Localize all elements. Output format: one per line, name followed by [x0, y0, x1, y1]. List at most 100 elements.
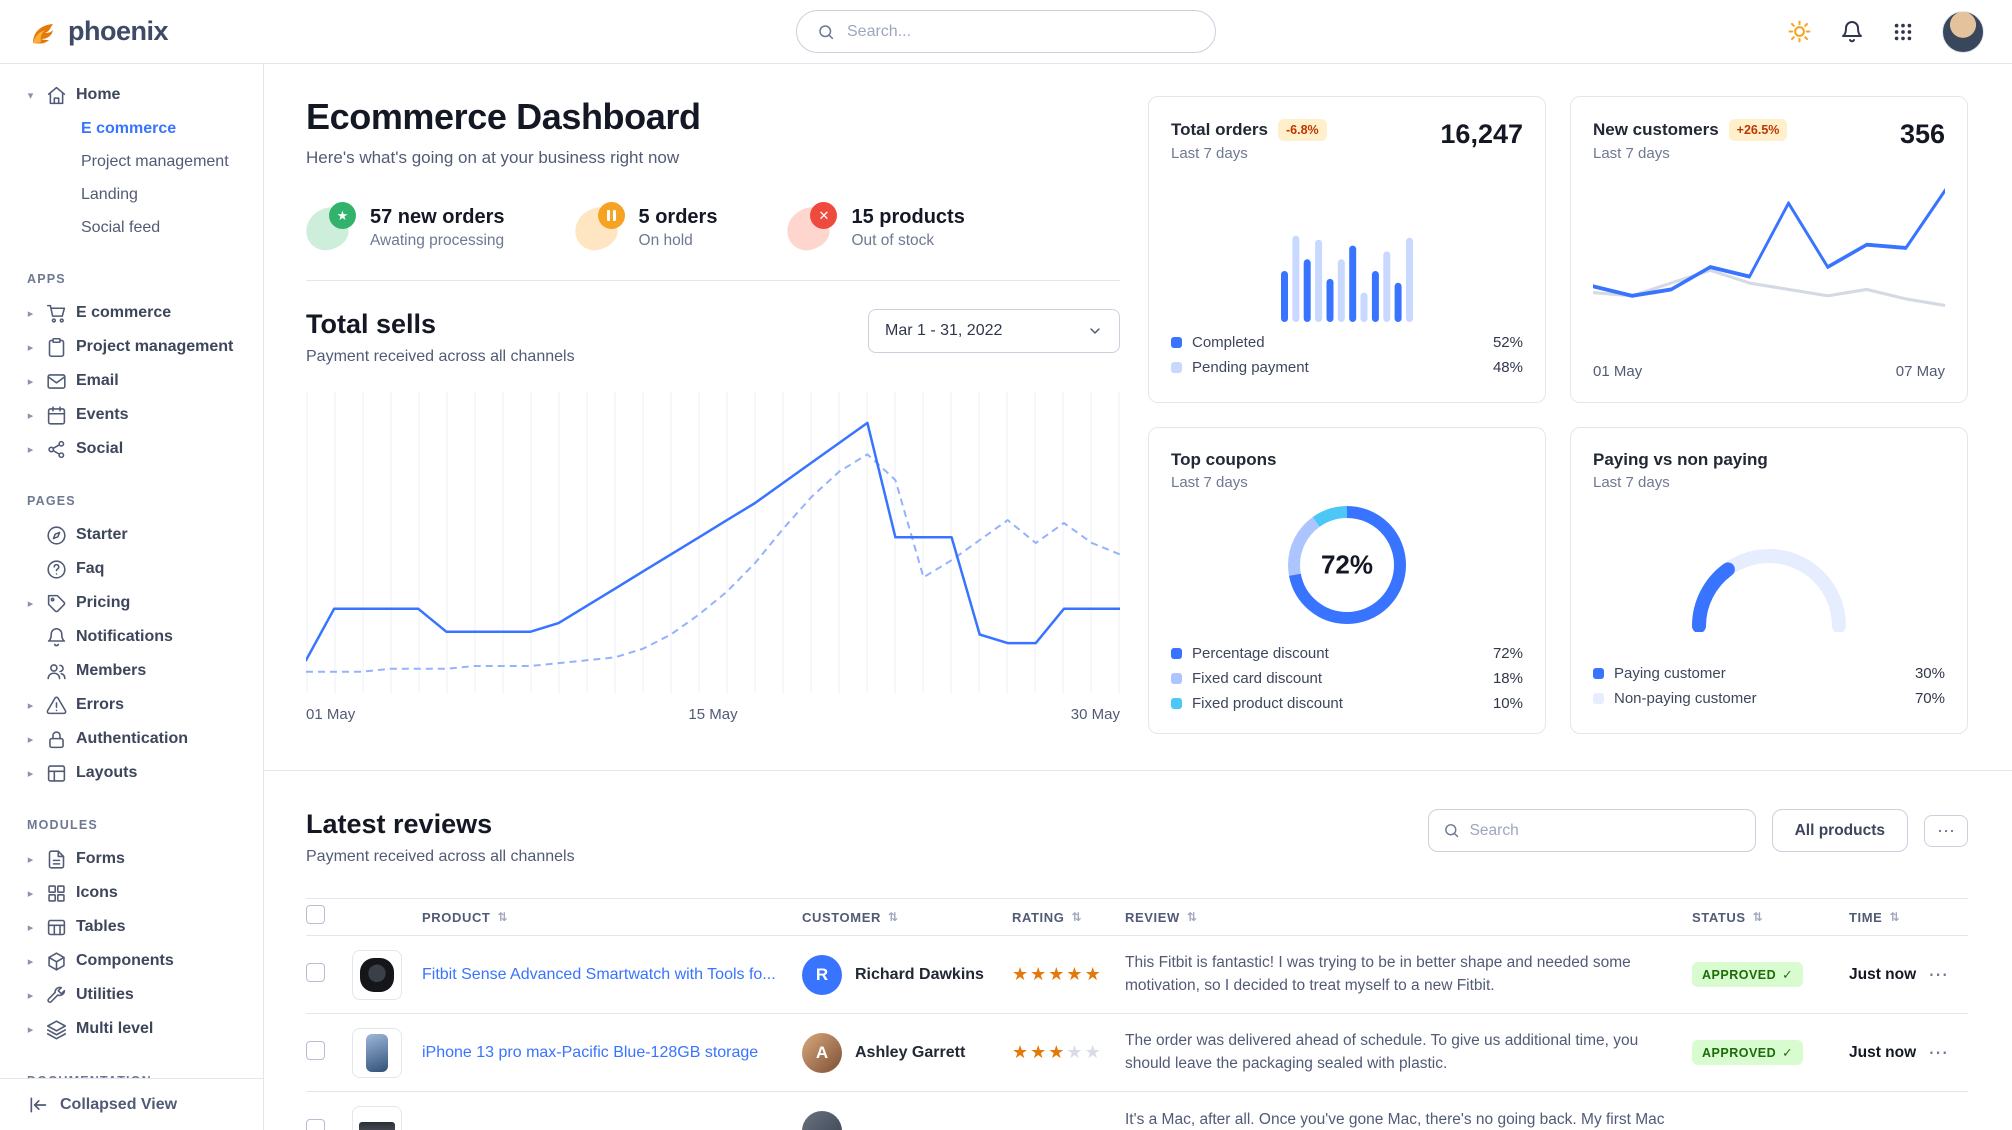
legend-value: 52% — [1492, 334, 1523, 351]
notifications-button[interactable] — [1840, 20, 1864, 44]
legend-item: Percentage discount 72% — [1171, 641, 1523, 666]
sidebar-item-label: Multi level — [76, 1020, 154, 1037]
all-products-button[interactable]: All products — [1771, 809, 1908, 852]
layout-icon — [47, 764, 66, 782]
product-link[interactable]: Fitbit Sense Advanced Smartwatch with To… — [422, 965, 776, 983]
product-image — [352, 1106, 402, 1130]
stat-caption: Awating processing — [370, 232, 505, 249]
row-menu-button[interactable]: ⋯ — [1928, 964, 1948, 986]
mail-icon — [47, 373, 66, 389]
sidebar-item-email[interactable]: ▸ Email — [0, 364, 263, 398]
sidebar-item-layouts[interactable]: ▸ Layouts — [0, 756, 263, 790]
sidebar-item-project-management[interactable]: ▸ Project management — [0, 330, 263, 364]
caret-icon: ▸ — [27, 409, 34, 422]
sidebar-item-faq[interactable]: Faq — [0, 552, 263, 586]
sun-icon — [1788, 20, 1811, 43]
sidebar-item-home[interactable]: ▾ Home — [0, 78, 263, 112]
sidebar-item-label: Tables — [76, 918, 126, 935]
reviews-search[interactable] — [1427, 809, 1756, 852]
more-options-button[interactable]: ⋯ — [1924, 814, 1968, 847]
sidebar-item-pricing[interactable]: ▸ Pricing — [0, 586, 263, 620]
sidebar-item-forms[interactable]: ▸ Forms — [0, 842, 263, 876]
trend-badge: +26.5% — [1728, 119, 1788, 141]
table-icon — [47, 919, 66, 935]
star-icon: ★ — [302, 202, 356, 254]
sort-icon: ⇅ — [887, 910, 899, 924]
sidebar-item-multi-level[interactable]: ▸ Multi level — [0, 1012, 263, 1046]
main-content: Ecommerce Dashboard Here's what's going … — [264, 64, 2012, 1130]
product-image — [352, 949, 402, 1000]
x-label: 15 May — [688, 706, 738, 723]
table-row: Fitbit Sense Advanced Smartwatch with To… — [306, 936, 1968, 1014]
sidebar-item-errors[interactable]: ▸ Errors — [0, 688, 263, 722]
column-header-customer[interactable]: CUSTOMER ⇅ — [802, 909, 899, 925]
theme-toggle-button[interactable] — [1787, 19, 1812, 44]
brand[interactable]: phoenix — [28, 16, 169, 47]
legend-item: Paying customer 30% — [1593, 661, 1945, 686]
dashboard-top: Ecommerce Dashboard Here's what's going … — [264, 64, 2012, 770]
app-launcher-button[interactable] — [1892, 21, 1914, 43]
column-header-rating[interactable]: RATING ⇅ — [1012, 909, 1083, 925]
grid-icon — [1894, 23, 1912, 40]
reviews-controls: All products ⋯ — [1427, 809, 1968, 852]
customer-name: Richard Dawkins — [855, 965, 984, 983]
sidebar-item-label: Events — [76, 406, 129, 423]
gauge-chart — [1692, 549, 1846, 632]
user-avatar[interactable] — [1942, 10, 1984, 53]
sidebar-subitem-e-commerce[interactable]: E commerce — [81, 119, 177, 137]
sidebar-item-tables[interactable]: ▸ Tables — [0, 910, 263, 944]
card-title: New customers — [1593, 120, 1719, 139]
sidebar-item-icons[interactable]: ▸ Icons — [0, 876, 263, 910]
stat-out-of-stock: ✕ 15 products Out of stock — [784, 202, 965, 254]
sidebar-subitem-landing[interactable]: Landing — [81, 185, 138, 203]
card-period: Last 7 days — [1171, 474, 1248, 491]
global-search-input[interactable] — [847, 22, 1195, 41]
sidebar-item-starter[interactable]: Starter — [0, 518, 263, 552]
sidebar-item-e-commerce[interactable]: ▸ E commerce — [0, 296, 263, 330]
ellipsis-icon: ⋯ — [1937, 820, 1955, 841]
sidebar-subitem-project-management[interactable]: Project management — [81, 152, 229, 170]
column-header-review[interactable]: REVIEW ⇅ — [1125, 909, 1198, 925]
sidebar-subitem-social-feed[interactable]: Social feed — [81, 218, 161, 236]
product-link[interactable]: iPhone 13 pro max-Pacific Blue-128GB sto… — [422, 1043, 759, 1061]
row-checkbox[interactable] — [306, 1040, 325, 1060]
x-icon: ✕ — [784, 202, 838, 254]
reviews-search-input[interactable] — [1469, 821, 1741, 840]
sidebar-item-authentication[interactable]: ▸ Authentication — [0, 722, 263, 756]
reviews-subtitle: Payment received across all channels — [306, 848, 575, 865]
sidebar-item-notifications[interactable]: Notifications — [0, 620, 263, 654]
sidebar-section-label: MODULES — [27, 818, 98, 832]
card-title: Top coupons — [1171, 450, 1277, 469]
card-total-orders: Total orders -6.8% Last 7 days 16,247 Co… — [1148, 96, 1546, 403]
x-label: 07 May — [1895, 363, 1945, 380]
card-period: Last 7 days — [1593, 474, 1670, 491]
share-icon — [48, 440, 65, 458]
table-body: Fitbit Sense Advanced Smartwatch with To… — [306, 936, 1968, 1130]
column-header-status[interactable]: STATUS ⇅ — [1692, 909, 1764, 925]
date-range-select[interactable]: Mar 1 - 31, 2022 — [868, 309, 1120, 353]
file-icon — [48, 849, 65, 869]
row-menu-button[interactable]: ⋯ — [1928, 1042, 1948, 1064]
column-header-product[interactable]: PRODUCT ⇅ — [422, 909, 509, 925]
sidebar-item-events[interactable]: ▸ Events — [0, 398, 263, 432]
sort-icon: ⇅ — [1889, 910, 1901, 924]
topbar: phoenix — [0, 0, 2012, 64]
sidebar-item-social[interactable]: ▸ Social — [0, 432, 263, 466]
column-header-time[interactable]: TIME ⇅ — [1849, 909, 1901, 925]
row-checkbox[interactable] — [306, 1119, 325, 1130]
sidebar-item-components[interactable]: ▸ Components — [0, 944, 263, 978]
card-title: Total orders — [1171, 120, 1268, 139]
cart-icon — [46, 304, 66, 323]
sidebar-item-utilities[interactable]: ▸ Utilities — [0, 978, 263, 1012]
legend-item: Fixed product discount 10% — [1171, 691, 1523, 716]
new-customers-x-labels: 01 May 07 May — [1593, 363, 1945, 380]
global-search[interactable] — [796, 10, 1216, 53]
row-checkbox[interactable] — [306, 962, 325, 982]
select-all-checkbox[interactable] — [306, 905, 325, 924]
sidebar-nav: ▾ Home E commerce Project management Landing… — [0, 64, 263, 1078]
card-top-coupons: Top coupons Last 7 days 72% Percentage d… — [1148, 427, 1546, 734]
page-subtitle: Here's what's going on at your business … — [306, 148, 680, 167]
collapse-sidebar-button[interactable]: Collapsed View — [0, 1078, 263, 1130]
caret-icon: ▸ — [27, 767, 34, 780]
sidebar-item-members[interactable]: Members — [0, 654, 263, 688]
